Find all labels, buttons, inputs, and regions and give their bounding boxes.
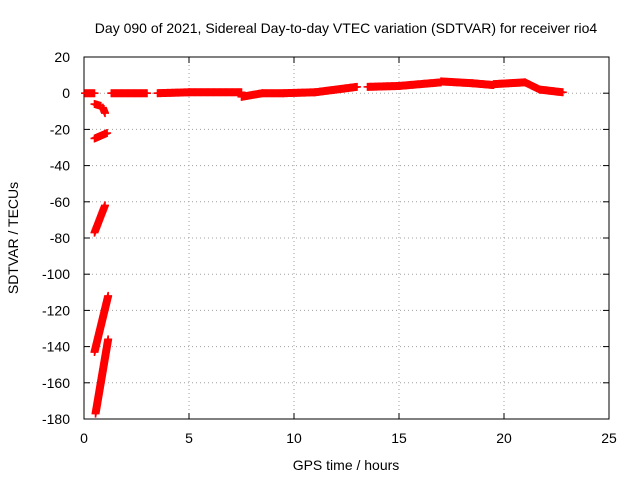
- y-tick-label: -120: [42, 302, 70, 318]
- y-tick-label: -140: [42, 339, 70, 355]
- y-tick-label: -60: [50, 194, 70, 210]
- y-axis-label: SDTVAR / TECUs: [5, 182, 21, 294]
- x-tick-label: 25: [601, 430, 617, 446]
- y-tick-label: -160: [42, 375, 70, 391]
- data-point: [353, 82, 361, 91]
- y-tick-label: -180: [42, 411, 70, 427]
- y-tick-label: -100: [42, 266, 70, 282]
- chart-title: Day 090 of 2021, Sidereal Day-to-day VTE…: [95, 20, 598, 36]
- data-point: [143, 89, 151, 98]
- data-point: [101, 201, 109, 210]
- data-point: [104, 335, 113, 344]
- x-axis-label: GPS time / hours: [293, 457, 400, 473]
- y-tick-label: -20: [50, 121, 70, 137]
- tick-labels: 0 5 10 15 20 25 20 0 -20 -40 -60 -80 -100 -120 -140 -16…: [42, 49, 617, 446]
- y-tick-label: -40: [50, 158, 70, 174]
- data-point: [104, 291, 113, 300]
- data-point: [558, 88, 567, 97]
- y-tick-label: -80: [50, 230, 70, 246]
- data-point: [103, 129, 112, 138]
- x-tick-label: 15: [391, 430, 407, 446]
- x-tick-label: 20: [496, 430, 512, 446]
- data-points: [81, 77, 567, 418]
- data-point: [90, 89, 99, 98]
- y-tick-label: 0: [62, 85, 70, 101]
- data-point: [101, 109, 109, 118]
- axis-ticks: [83, 56, 610, 420]
- x-tick-label: 5: [185, 430, 193, 446]
- y-tick-label: 20: [54, 49, 70, 65]
- x-tick-label: 0: [80, 430, 88, 446]
- x-tick-label: 10: [286, 430, 302, 446]
- plot-frame: [83, 56, 610, 420]
- grid-lines: [84, 57, 609, 419]
